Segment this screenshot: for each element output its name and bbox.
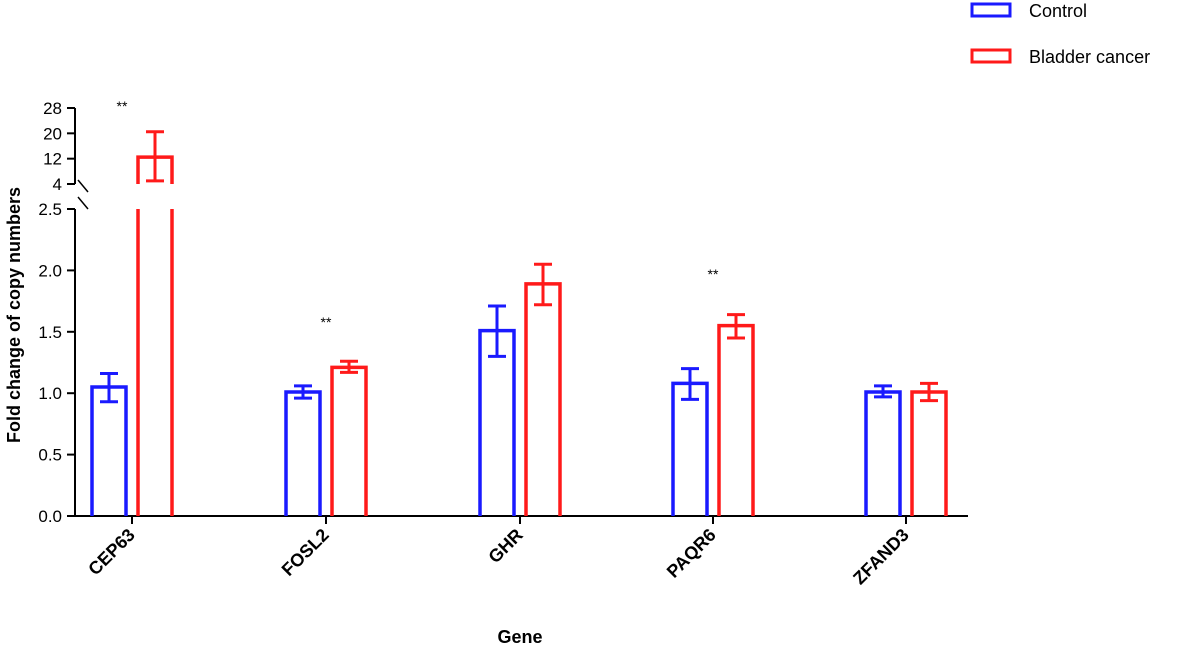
- axis-break-mark: [77, 196, 89, 210]
- x-tick-label: ZFAND3: [849, 525, 913, 589]
- legend-label: Bladder cancer: [1029, 47, 1150, 67]
- cancer-bar-fosl2: [330, 365, 368, 516]
- x-tick-label: CEP63: [84, 525, 138, 579]
- y-tick-label: 20: [43, 124, 62, 143]
- cancer-bar-paqr6: [717, 323, 755, 516]
- y-tick-label: 0.0: [38, 507, 62, 526]
- y-tick-label: 1.5: [38, 323, 62, 342]
- control-bar-fosl2: [284, 390, 322, 516]
- y-tick-label: 1.0: [38, 384, 62, 403]
- y-tick-label: 2.0: [38, 261, 62, 280]
- cancer-bar-ghr: [524, 282, 562, 516]
- significance-marker: **: [708, 266, 719, 282]
- cancer-bar-zfand3: [910, 390, 948, 516]
- x-axis-title: Gene: [497, 627, 542, 646]
- y-tick-label: 4: [53, 175, 62, 194]
- x-tick-label: GHR: [484, 525, 526, 567]
- control-bar-ghr: [478, 328, 516, 516]
- axis-break-mark: [77, 179, 89, 193]
- legend-label: Control: [1029, 1, 1087, 21]
- y-tick-label: 28: [43, 99, 62, 118]
- y-axis-title: Fold change of copy numbers: [4, 187, 24, 443]
- control-bar-zfand3: [864, 390, 902, 516]
- control-legend-swatch: [970, 2, 1012, 18]
- y-tick-label: 2.5: [38, 200, 62, 219]
- significance-marker: **: [321, 314, 332, 330]
- control-bar-paqr6: [671, 381, 709, 516]
- control-bar-cep63: [90, 385, 128, 516]
- y-tick-label: 12: [43, 150, 62, 169]
- x-tick-label: PAQR6: [663, 525, 720, 582]
- y-tick-label: 0.5: [38, 446, 62, 465]
- cancer-legend-swatch: [970, 48, 1012, 64]
- x-tick-label: FOSL2: [278, 525, 333, 580]
- significance-marker: **: [117, 98, 128, 114]
